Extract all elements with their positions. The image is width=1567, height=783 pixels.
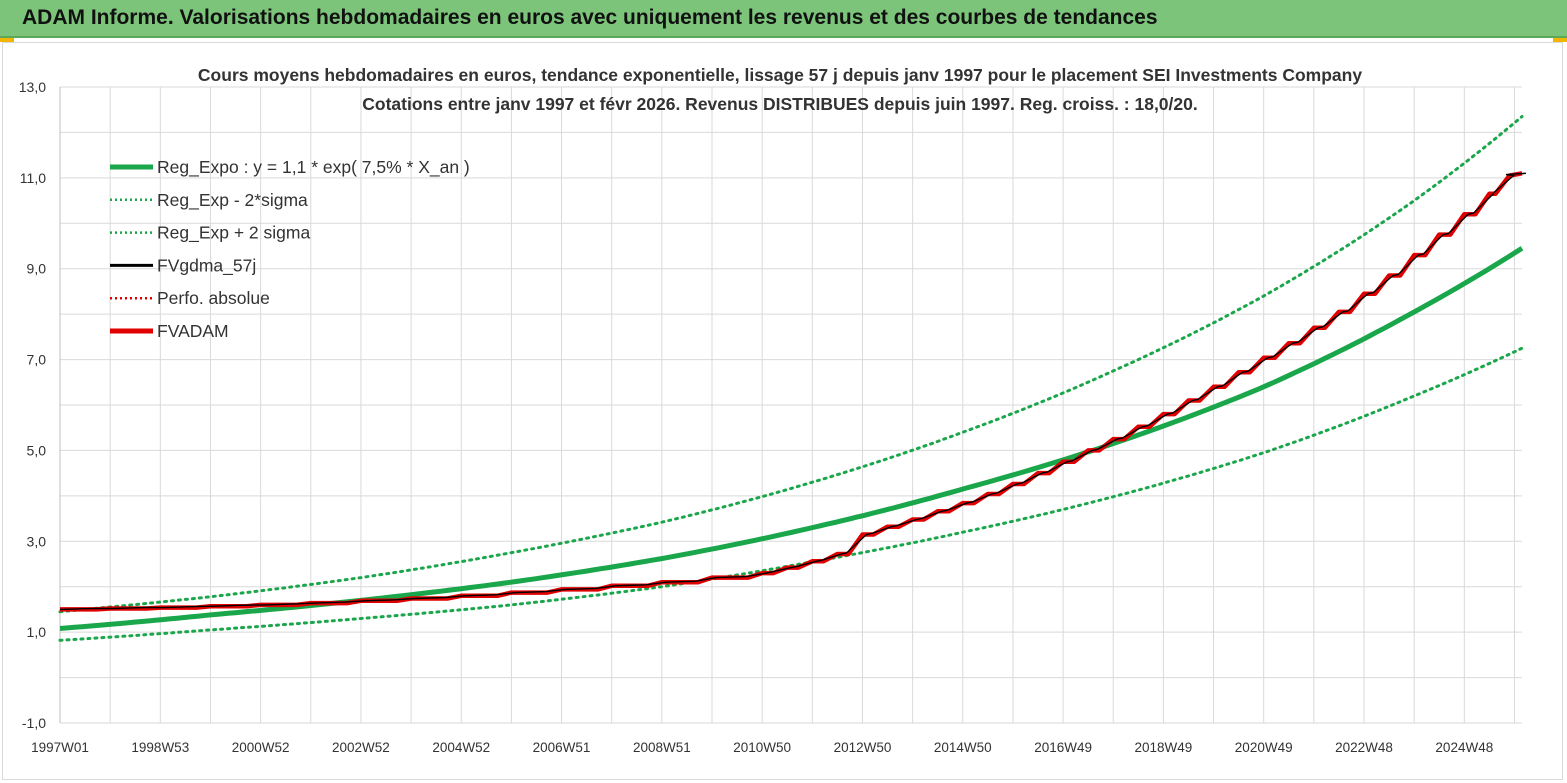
- legend: Reg_Expo : y = 1,1 * exp( 7,5% * X_an ) R…: [110, 157, 470, 341]
- y-tick-label: 1,0: [27, 624, 47, 640]
- x-tick-label: 2012W50: [834, 740, 892, 755]
- x-tick-label: 2006W51: [533, 740, 591, 755]
- y-tick-label: 3,0: [27, 533, 47, 549]
- x-tick-label: 2024W48: [1435, 740, 1493, 755]
- x-tick-label: 2022W48: [1335, 740, 1393, 755]
- x-tick-label: 2002W52: [332, 740, 390, 755]
- x-tick-label: 2004W52: [432, 740, 490, 755]
- corner-mark-left: [0, 38, 14, 42]
- y-tick-label: -1,0: [22, 715, 46, 731]
- x-tick-label: 2016W49: [1034, 740, 1092, 755]
- legend-label: Reg_Expo : y = 1,1 * exp( 7,5% * X_an ): [157, 157, 470, 178]
- chart-frame: [2, 42, 1563, 780]
- x-tick-label: 2014W50: [934, 740, 992, 755]
- x-axis-ticks: 1997W01 1998W53 2000W52 2002W52 2004W52 2006W…: [31, 740, 1493, 755]
- header-bar: ADAM Informe. Valorisations hebdomadaire…: [0, 0, 1567, 38]
- y-tick-label: 9,0: [27, 261, 47, 277]
- x-tick-label: 2008W51: [633, 740, 691, 755]
- chart-title-line1: Cours moyens hebdomadaires en euros, ten…: [198, 65, 1362, 85]
- x-tick-label: 2020W49: [1235, 740, 1293, 755]
- legend-label: Reg_Exp + 2 sigma: [157, 223, 310, 244]
- x-tick-label: 1998W53: [131, 740, 189, 755]
- y-tick-label: 11,0: [20, 170, 46, 186]
- page-title: ADAM Informe. Valorisations hebdomadaire…: [22, 6, 1158, 29]
- x-tick-label: 2018W49: [1134, 740, 1192, 755]
- y-tick-label: 7,0: [27, 352, 47, 368]
- y-tick-label: 5,0: [27, 442, 47, 458]
- y-tick-label: 13,0: [19, 79, 46, 95]
- legend-label: FVgdma_57j: [157, 255, 256, 276]
- series-reg-exp-plus-2sigma: [58, 115, 1524, 614]
- series-fvgdma-57j: [59, 172, 1527, 611]
- legend-label: Reg_Exp - 2*sigma: [157, 190, 308, 211]
- chart-grid: [59, 86, 1522, 724]
- x-tick-label: 2010W50: [733, 740, 791, 755]
- chart-series: [58, 115, 1527, 642]
- legend-label: Perfo. absolue: [157, 288, 270, 308]
- chart-title-line2: Cotations entre janv 1997 et févr 2026. …: [362, 94, 1197, 114]
- series-reg-exp-minus-2sigma: [58, 346, 1524, 642]
- legend-label: FVADAM: [157, 321, 229, 341]
- y-axis-ticks: 13,0 11,0 9,0 7,0 5,0 3,0 1,0 -1,0: [19, 79, 46, 731]
- x-tick-label: 2000W52: [232, 740, 290, 755]
- corner-mark-right: [1553, 38, 1567, 42]
- x-tick-label: 1997W01: [31, 740, 89, 755]
